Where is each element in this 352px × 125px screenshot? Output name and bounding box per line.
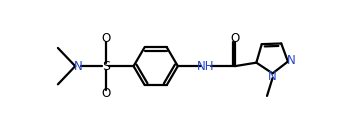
Text: N: N xyxy=(74,60,83,73)
Text: N: N xyxy=(268,70,277,83)
Text: NH: NH xyxy=(197,60,214,73)
Text: N: N xyxy=(287,54,295,67)
Text: S: S xyxy=(102,60,110,73)
Text: O: O xyxy=(101,87,111,100)
Text: O: O xyxy=(101,32,111,45)
Text: O: O xyxy=(231,32,240,45)
